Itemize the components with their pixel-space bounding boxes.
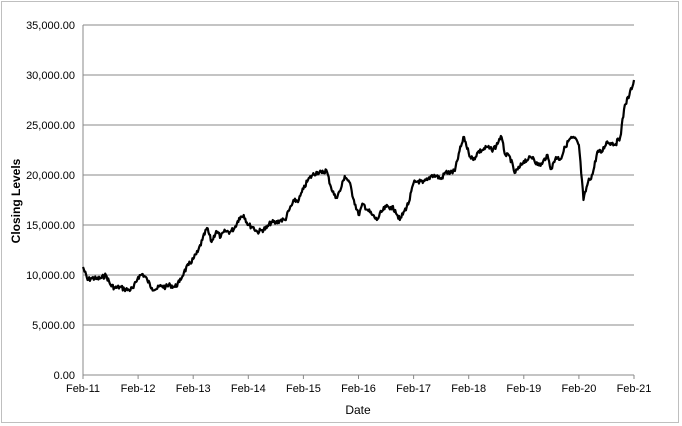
x-tick-label: Feb-14 bbox=[231, 383, 266, 395]
closing-levels-line bbox=[81, 79, 636, 293]
x-tick-label: Feb-15 bbox=[286, 383, 321, 395]
gridlines bbox=[83, 24, 634, 326]
x-axis-title: Date bbox=[345, 403, 371, 417]
x-tick-label: Feb-18 bbox=[451, 383, 486, 395]
y-axis-title: Closing Levels bbox=[9, 158, 23, 243]
x-tick-label: Feb-12 bbox=[121, 383, 156, 395]
y-tick-label: 25,000.00 bbox=[26, 120, 75, 132]
y-tick-label: 35,000.00 bbox=[26, 20, 75, 32]
y-tick-label: 20,000.00 bbox=[26, 170, 75, 182]
y-tick-labels: 0.00 5,000.00 10,000.00 15,000.00 20,000.00 2… bbox=[26, 20, 75, 382]
x-tick-label: Feb-11 bbox=[66, 383, 100, 395]
x-tick-label: Feb-20 bbox=[561, 383, 596, 395]
y-tick-label: 30,000.00 bbox=[26, 70, 75, 82]
y-tick-label: 5,000.00 bbox=[32, 320, 75, 332]
x-tick-label: Feb-17 bbox=[396, 383, 431, 395]
x-tick-label: Feb-13 bbox=[176, 383, 211, 395]
x-tick-label: Feb-19 bbox=[506, 383, 541, 395]
x-tick-label: Feb-21 bbox=[617, 383, 652, 395]
y-tick-label: 0.00 bbox=[54, 370, 75, 382]
x-tick-label: Feb-16 bbox=[341, 383, 376, 395]
y-tick-label: 15,000.00 bbox=[26, 220, 75, 232]
y-tick-label: 10,000.00 bbox=[26, 270, 75, 282]
axes bbox=[82, 25, 634, 376]
x-tick-labels: Feb-11 Feb-12 Feb-13 Feb-14 Feb-15 Feb-16 Feb-… bbox=[66, 375, 651, 395]
